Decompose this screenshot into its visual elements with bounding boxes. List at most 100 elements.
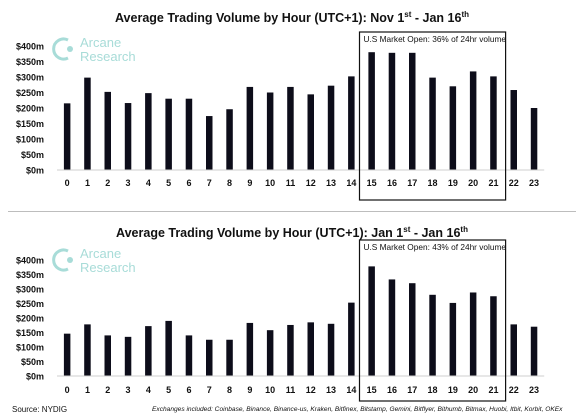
bar-hour-5 — [165, 320, 172, 376]
x-tick-label: 17 — [407, 178, 417, 188]
chart-title-superscript: st — [404, 10, 411, 19]
bar-hour-7 — [206, 339, 213, 376]
bar-hour-2 — [104, 91, 111, 170]
y-tick-label: $50m — [21, 150, 44, 160]
x-tick-label: 9 — [247, 385, 252, 395]
y-tick-label: $100m — [16, 135, 44, 145]
bar-series — [63, 266, 538, 376]
market-open-label: U.S Market Open: 43% of 24hr volume — [364, 242, 507, 252]
bar-hour-20 — [469, 71, 477, 170]
bar-hour-0 — [63, 333, 71, 376]
x-tick-label: 5 — [166, 178, 171, 188]
bar-hour-17 — [409, 283, 416, 376]
chart-title-superscript: st — [403, 225, 410, 234]
x-tick-label: 15 — [367, 178, 377, 188]
bar-hour-20 — [469, 292, 477, 376]
logo: Arcane Research — [52, 35, 136, 64]
bar-hour-23 — [530, 326, 538, 376]
market-open-box — [358, 31, 507, 201]
x-tick-label: 20 — [468, 385, 478, 395]
bar-hour-4 — [145, 93, 152, 170]
bar-hour-4 — [145, 326, 152, 376]
bar-hour-10 — [266, 330, 274, 376]
bar-hour-16 — [388, 52, 396, 170]
x-tick-label: 8 — [227, 178, 232, 188]
source-note: Source: NYDIG — [12, 405, 68, 414]
bar-hour-17 — [409, 52, 416, 170]
logo-text-line2: Research — [80, 260, 136, 275]
x-tick-label: 18 — [428, 385, 438, 395]
chart-title: Average Trading Volume by Hour (UTC+1): … — [115, 10, 469, 25]
bar-hour-16 — [388, 279, 396, 376]
y-axis: $0m $50m $100m $150m $200m $250m $300m $350m $40… — [16, 42, 44, 176]
x-tick-label: 11 — [286, 178, 296, 188]
bar-hour-8 — [226, 109, 233, 170]
bar-hour-11 — [287, 324, 294, 376]
y-tick-label: $100m — [16, 343, 44, 353]
x-tick-label: 1 — [85, 385, 90, 395]
x-tick-label: 7 — [207, 385, 212, 395]
x-tick-label: 10 — [265, 178, 275, 188]
bar-hour-22 — [510, 324, 517, 376]
y-tick-label: $200m — [16, 104, 44, 114]
x-tick-label: 8 — [227, 385, 232, 395]
y-tick-label: $250m — [16, 299, 44, 309]
logo: Arcane Research — [52, 246, 136, 275]
bar-hour-18 — [429, 77, 436, 170]
exchanges-note: Exchanges included: Coinbase, Binance, B… — [152, 406, 563, 413]
x-tick-label: 11 — [286, 385, 296, 395]
bar-hour-11 — [287, 86, 294, 170]
x-tick-label: 9 — [247, 178, 252, 188]
x-tick-label: 13 — [326, 178, 336, 188]
x-tick-label: 22 — [509, 178, 519, 188]
market-open-annotation: U.S Market Open: 36% of 24hr volume — [358, 31, 507, 201]
x-tick-label: 10 — [265, 385, 275, 395]
bar-hour-9 — [246, 322, 254, 376]
chart-title-middle: - Jan 16 — [410, 226, 460, 240]
x-tick-label: 18 — [428, 178, 438, 188]
x-tick-label: 4 — [146, 178, 151, 188]
logo-mark-icon — [52, 37, 73, 61]
x-tick-label: 0 — [65, 178, 70, 188]
market-open-label: U.S Market Open: 36% of 24hr volume — [364, 34, 507, 44]
y-tick-label: $350m — [16, 270, 44, 280]
x-axis: 0 1 2 3 4 5 6 7 8 9 10 11 12 13 14 15 16 17 18 19 20 21 22 23 — [57, 375, 545, 395]
bar-hour-7 — [206, 116, 213, 170]
x-tick-label: 0 — [65, 385, 70, 395]
x-tick-label: 21 — [488, 178, 498, 188]
x-tick-label: 16 — [387, 385, 397, 395]
bar-hour-1 — [84, 77, 91, 170]
bar-hour-12 — [307, 322, 314, 376]
y-axis: $0m $50m $100m $150m $200m $250m $300m $350m $40… — [16, 256, 44, 382]
bar-hour-15 — [368, 52, 375, 171]
y-tick-label: $400m — [16, 42, 44, 52]
x-tick-label: 22 — [509, 385, 519, 395]
x-tick-label: 23 — [529, 385, 539, 395]
x-tick-label: 1 — [85, 178, 90, 188]
logo-mark-icon — [52, 248, 73, 272]
chart-title-main: Average Trading Volume by Hour (UTC+1): … — [115, 11, 404, 25]
chart-title-superscript: th — [461, 10, 469, 19]
bar-hour-5 — [165, 98, 172, 170]
market-open-box — [358, 239, 507, 402]
bar-series — [63, 52, 538, 171]
bar-hour-19 — [449, 302, 457, 376]
bar-hour-6 — [185, 98, 193, 170]
x-tick-label: 12 — [306, 385, 316, 395]
bar-hour-0 — [63, 103, 71, 170]
chart-jan: Average Trading Volume by Hour (UTC+1): … — [16, 225, 545, 402]
x-tick-label: 14 — [346, 178, 356, 188]
y-tick-label: $400m — [16, 256, 44, 266]
bar-hour-18 — [429, 294, 436, 376]
logo-text-line1: Arcane — [80, 246, 121, 261]
x-tick-label: 19 — [448, 385, 458, 395]
y-tick-label: $0m — [26, 372, 44, 382]
bar-hour-15 — [368, 266, 375, 376]
x-tick-label: 14 — [346, 385, 356, 395]
chart-title-main: Average Trading Volume by Hour (UTC+1): … — [116, 226, 403, 240]
x-tick-label: 6 — [186, 385, 191, 395]
x-tick-label: 17 — [407, 385, 417, 395]
bar-hour-9 — [246, 86, 254, 170]
x-tick-label: 2 — [105, 385, 110, 395]
bar-hour-13 — [327, 323, 335, 376]
